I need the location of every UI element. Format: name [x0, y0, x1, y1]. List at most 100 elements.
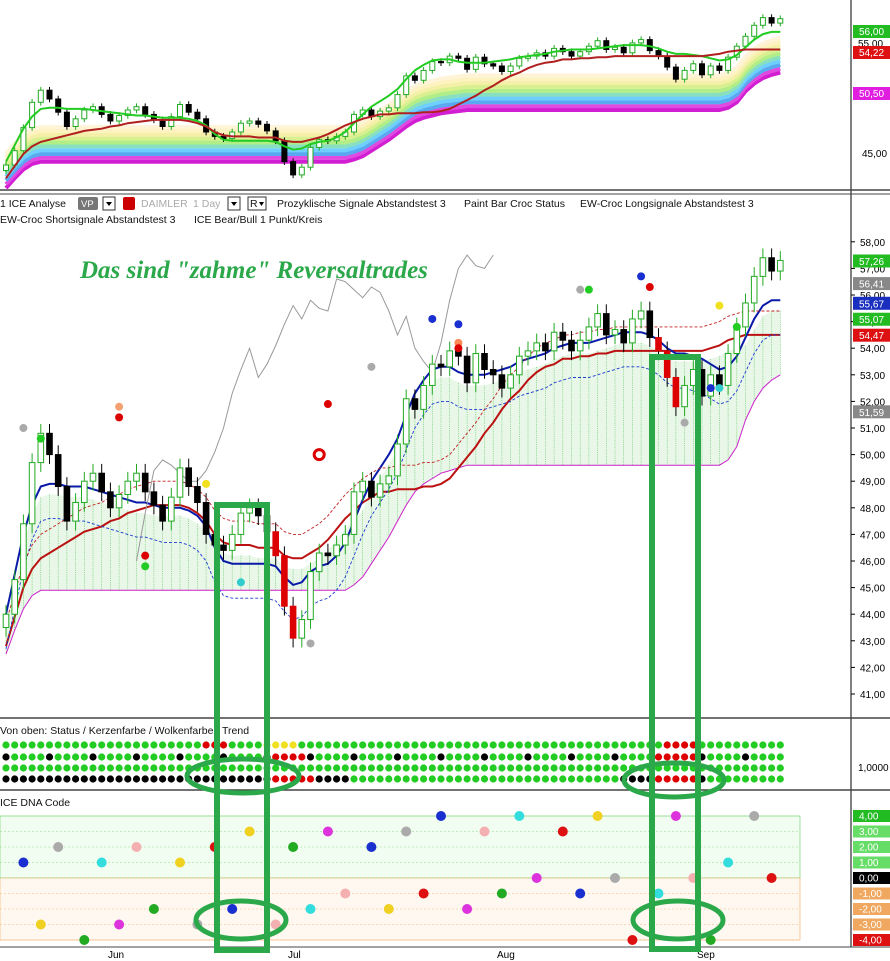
highlight-ellipse-status-2 — [621, 760, 727, 800]
status-dot — [72, 741, 80, 749]
top-candle-body — [142, 106, 149, 115]
symbol-color-swatch[interactable] — [123, 197, 135, 210]
status-dot — [124, 741, 132, 749]
dna-label: 4,00 — [859, 812, 879, 823]
status-dot — [768, 775, 776, 783]
dna-dot — [175, 857, 185, 868]
candle-body — [646, 310, 654, 339]
top-candle-body — [185, 104, 192, 113]
status-tick: 1,0000 — [858, 763, 889, 774]
dna-dots — [18, 811, 777, 945]
status-dot — [115, 764, 123, 772]
dna-dot — [131, 842, 142, 852]
status-dot — [228, 764, 236, 772]
signal-dot — [19, 424, 28, 432]
status-dot — [420, 753, 428, 761]
status-dot — [19, 775, 27, 783]
status-dot — [411, 741, 419, 749]
price-tick: 43,00 — [860, 637, 885, 648]
status-dot — [359, 764, 367, 772]
status-dot — [80, 775, 88, 783]
status-dot — [437, 741, 445, 749]
status-dot — [115, 775, 123, 783]
top-candle-body — [385, 107, 392, 112]
x-axis: Jun Jul Aug Sep — [108, 950, 715, 961]
r-button[interactable] — [247, 196, 267, 211]
status-dot — [707, 775, 715, 783]
indicator-ew-long[interactable]: EW-Croc Longsignale Abstandstest 3 — [580, 198, 754, 210]
top-candle-body — [603, 40, 610, 51]
candle-body — [629, 318, 636, 344]
signal-ring — [312, 448, 326, 462]
status-dot — [237, 764, 245, 772]
status-dot — [54, 764, 62, 772]
status-dot — [480, 764, 489, 772]
indicator-paintbar[interactable]: Paint Bar Croc Status — [464, 198, 565, 210]
signal-dot — [115, 413, 124, 422]
top-candle-body — [290, 161, 297, 176]
candle-body — [168, 496, 175, 522]
dna-dot — [653, 888, 664, 899]
status-dot — [507, 764, 515, 772]
status-dot — [141, 775, 149, 783]
top-candle-body — [759, 17, 766, 26]
price-tick: 44,00 — [860, 610, 885, 621]
status-panel-label: Von oben: Status / Kerzenfarbe / Wolkenf… — [0, 725, 249, 737]
status-dot — [524, 764, 532, 772]
dna-dot — [18, 857, 29, 868]
status-dot — [620, 741, 628, 749]
candle-body — [672, 376, 680, 408]
vp-badge[interactable] — [78, 197, 98, 210]
status-dot — [628, 741, 637, 749]
indicator-ew-short[interactable]: EW-Croc Shortsignale Abstandstest 3 — [0, 214, 176, 226]
top-candle-body — [281, 140, 288, 163]
status-dot — [333, 753, 341, 761]
top-candle-body — [690, 63, 697, 71]
status-dot — [594, 741, 602, 749]
x-label-jun: Jun — [108, 950, 124, 961]
signal-dot — [680, 418, 689, 427]
status-dot — [202, 775, 210, 783]
status-dot — [298, 741, 306, 749]
status-dot — [594, 764, 602, 772]
status-dot — [80, 753, 88, 761]
status-dot — [11, 741, 19, 749]
status-dot — [72, 775, 80, 783]
status-dot — [594, 753, 602, 761]
status-dot — [550, 753, 558, 761]
status-dot — [141, 753, 149, 761]
status-dot — [333, 764, 341, 772]
status-dot — [11, 764, 19, 772]
status-dot — [576, 741, 584, 749]
candle-body — [585, 326, 593, 341]
status-dot — [80, 741, 88, 749]
status-dot — [63, 764, 71, 772]
annotation-overlays — [184, 354, 727, 953]
status-dot — [45, 775, 54, 783]
candle-body — [150, 491, 158, 506]
candle-body — [576, 339, 584, 352]
status-dot — [89, 753, 97, 761]
status-dot — [628, 775, 637, 783]
status-dot — [280, 775, 288, 783]
status-dot — [437, 775, 445, 783]
top-candle-body — [568, 51, 575, 57]
indicator-prozyklisch[interactable]: Prozyklische Signale Abstandstest 3 — [277, 198, 446, 210]
status-dot — [724, 753, 732, 761]
chevron-down-icon — [106, 202, 112, 206]
price-tick: 58,00 — [860, 238, 885, 249]
status-dot — [393, 764, 402, 772]
status-dot — [724, 741, 732, 749]
status-dot — [341, 741, 349, 749]
dna-dot — [366, 842, 377, 852]
status-dot — [341, 775, 349, 783]
top-candle-body — [638, 39, 645, 44]
dna-dot — [670, 811, 681, 821]
status-dot — [715, 753, 724, 761]
dna-label: 1,00 — [859, 858, 879, 869]
indicator-bear-bull[interactable]: ICE Bear/Bull 1 Punkt/Kreis — [194, 214, 322, 226]
status-dot — [576, 764, 584, 772]
status-dot — [446, 753, 454, 761]
status-dot — [567, 764, 576, 772]
status-dot — [750, 741, 758, 749]
